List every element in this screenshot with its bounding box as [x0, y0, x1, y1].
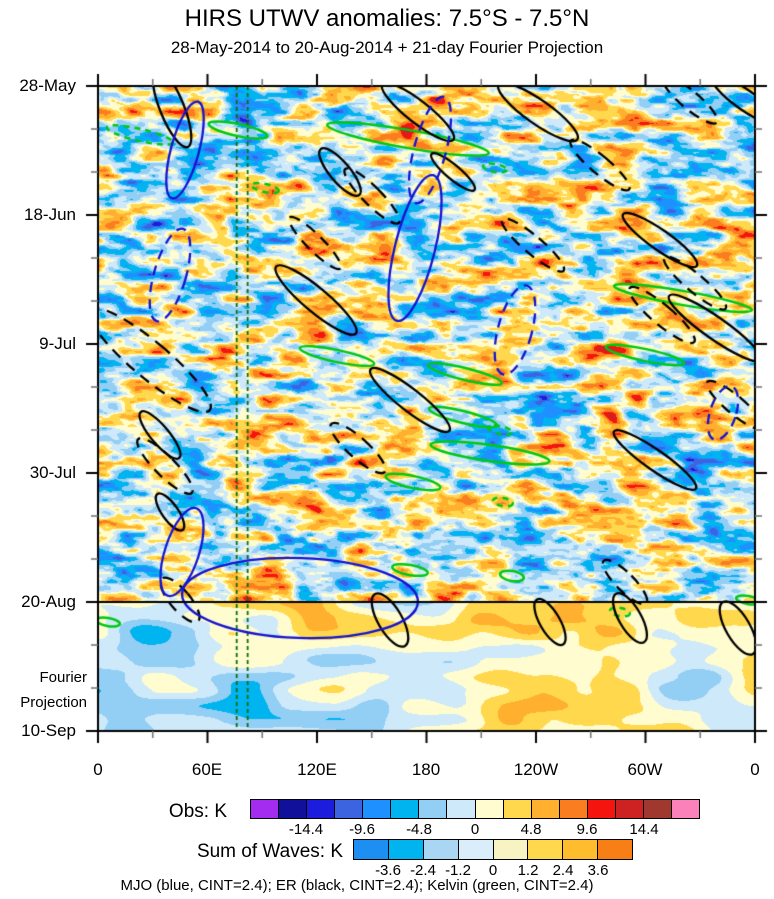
waves-colorbar-tick: -1.2 — [445, 862, 471, 879]
x-tick-label: 0 — [750, 760, 760, 779]
obs-colorbar-tick: 9.6 — [576, 821, 598, 838]
colorbar-segment — [447, 800, 476, 818]
y-tick-label: 10-Sep — [21, 721, 76, 740]
colorbar-segment — [563, 840, 599, 859]
fourier-note-line1: Fourier — [39, 669, 87, 686]
y-tick-label: 9-Jul — [39, 334, 76, 353]
x-tick-label: 120E — [297, 760, 337, 779]
obs-colorbar-tick: 4.8 — [520, 821, 542, 838]
obs-colorbar — [250, 799, 700, 819]
obs-colorbar-label: Obs: K — [168, 801, 227, 822]
y-tick-label: 30-Jul — [29, 463, 76, 482]
x-tick-label: 0 — [93, 760, 103, 779]
colorbar-segment — [587, 800, 616, 818]
waves-colorbar-tick: -2.4 — [410, 862, 436, 879]
obs-colorbar-tick: 0 — [470, 821, 480, 838]
obs-colorbar-tick: -9.6 — [349, 821, 375, 838]
fourier-note-line2: Projection — [20, 694, 87, 711]
waves-colorbar-tick: 3.6 — [587, 862, 609, 879]
colorbar-segment — [279, 800, 308, 818]
x-tick-label: 60W — [627, 760, 663, 779]
wave-legend-caption: MJO (blue, CINT=2.4); ER (black, CINT=2.… — [120, 877, 594, 894]
colorbar-segment — [419, 800, 448, 818]
colorbar-segment — [251, 800, 280, 818]
y-tick-label: 28-May — [19, 76, 76, 95]
x-tick-label: 180 — [411, 760, 441, 779]
colorbar-segment — [458, 840, 494, 859]
colorbar-segment — [598, 840, 632, 859]
colorbar-segment — [493, 840, 529, 859]
colorbar-segment — [307, 800, 336, 818]
obs-colorbar-tick: -4.8 — [406, 821, 432, 838]
y-tick-label: 18-Jun — [24, 205, 76, 224]
x-tick-label: 120W — [513, 760, 559, 779]
chart-title: HIRS UTWV anomalies: 7.5°S - 7.5°N — [184, 5, 590, 32]
colorbar-segment — [354, 840, 389, 859]
colorbar-segment — [363, 800, 392, 818]
waves-colorbar-tick: 2.4 — [552, 862, 574, 879]
colorbar-segment — [615, 800, 644, 818]
colorbar-segment — [559, 800, 588, 818]
hovmoller-plot-canvas — [82, 70, 773, 747]
obs-colorbar-tick: -14.4 — [288, 821, 324, 838]
colorbar-segment — [391, 800, 420, 818]
waves-colorbar-label: Sum of Waves: K — [196, 841, 343, 862]
waves-colorbar-tick: 0 — [488, 862, 498, 879]
waves-colorbar-tick: -3.6 — [375, 862, 401, 879]
chart-subtitle: 28-May-2014 to 20-Aug-2014 + 21-day Four… — [170, 38, 604, 57]
obs-colorbar-tick: 14.4 — [629, 821, 659, 838]
colorbar-segment — [528, 840, 564, 859]
colorbar-segment — [671, 800, 699, 818]
colorbar-segment — [388, 840, 424, 859]
colorbar-segment — [531, 800, 560, 818]
y-tick-label: 20-Aug — [21, 592, 76, 611]
fourier-projection-note: Fourier Projection — [20, 665, 87, 715]
colorbar-segment — [335, 800, 364, 818]
x-tick-label: 60E — [191, 760, 223, 779]
waves-colorbar-tick: 1.2 — [517, 862, 539, 879]
waves-colorbar — [353, 839, 633, 860]
colorbar-segment — [643, 800, 672, 818]
colorbar-segment — [475, 800, 504, 818]
colorbar-segment — [423, 840, 459, 859]
colorbar-segment — [503, 800, 532, 818]
